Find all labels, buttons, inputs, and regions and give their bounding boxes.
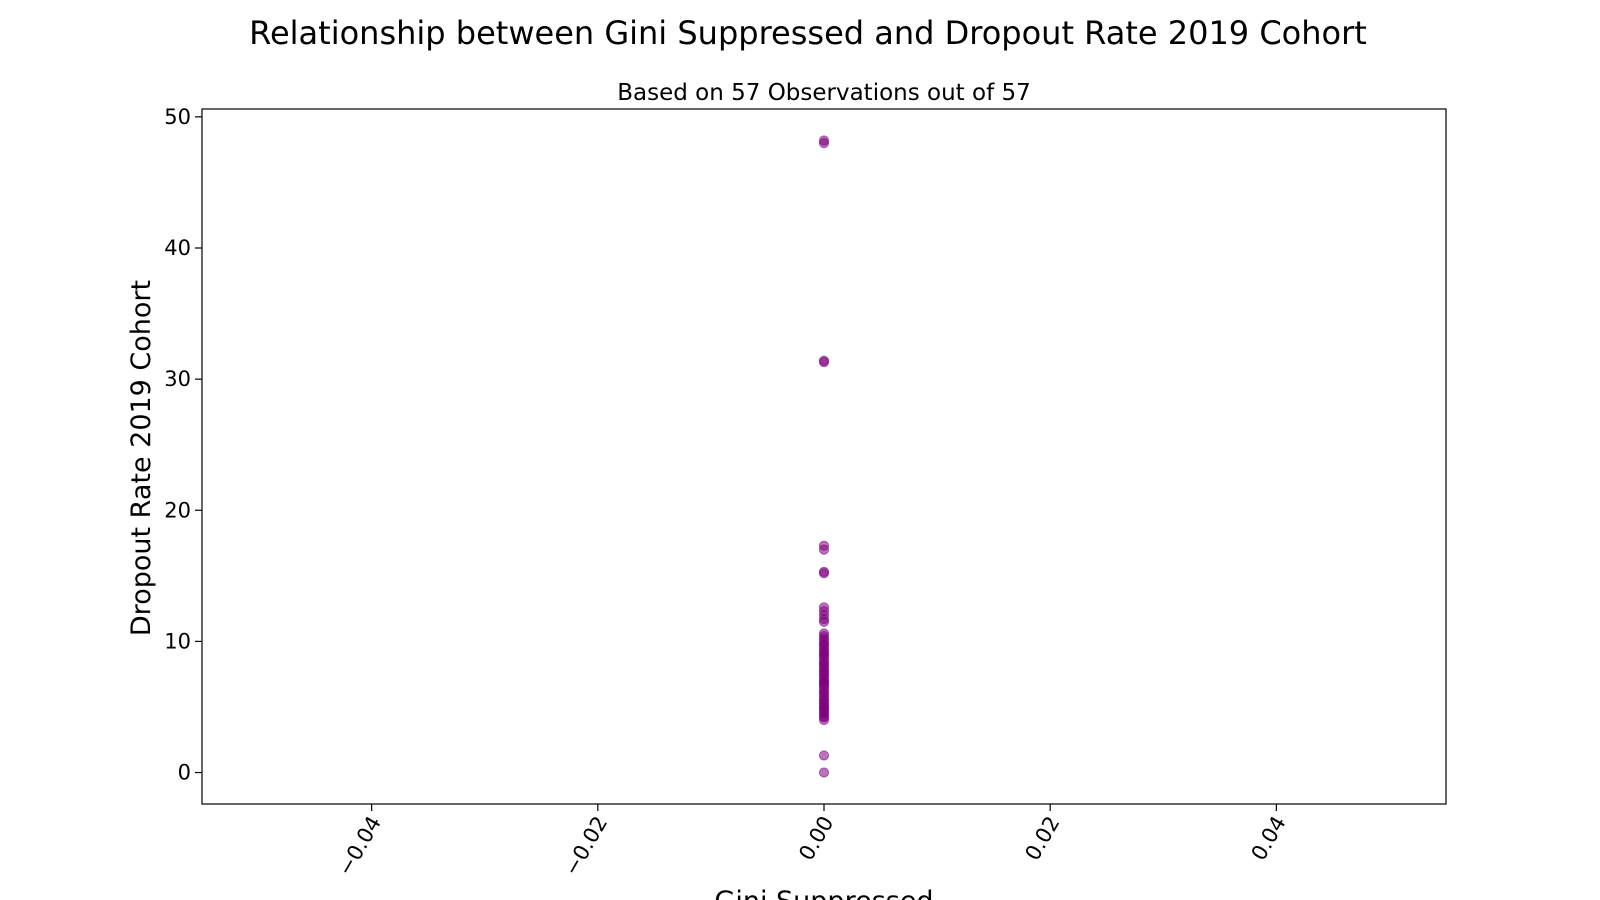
y-axis: 0 10 20 30 40 50	[164, 105, 202, 785]
y-axis-label: Dropout Rate 2019 Cohort	[126, 280, 157, 636]
y-tick-label: 10	[164, 629, 191, 653]
chart-title: Relationship between Gini Suppressed and…	[249, 14, 1367, 52]
x-axis: −0.04 −0.02 0.00 0.02 0.04	[333, 804, 1291, 880]
y-tick-label: 30	[164, 367, 191, 391]
x-tick-label: −0.04	[333, 812, 386, 880]
scatter-point	[818, 137, 830, 149]
scatter-point	[818, 767, 830, 778]
scatter-point	[818, 750, 830, 761]
x-tick-label: 0.00	[794, 812, 838, 865]
y-tick-label: 50	[164, 105, 191, 129]
y-tick-label: 40	[164, 236, 191, 260]
x-tick-label: −0.02	[559, 812, 612, 880]
scatter-point	[818, 616, 830, 627]
scatter-point	[818, 714, 830, 726]
chart-subtitle: Based on 57 Observations out of 57	[617, 80, 1031, 106]
x-axis-label: Gini Suppressed	[714, 886, 933, 900]
scatter-point	[818, 568, 830, 579]
y-tick-label: 20	[164, 498, 191, 522]
scatter-point	[818, 356, 830, 368]
data-points	[818, 135, 830, 778]
scatter-point	[818, 544, 830, 555]
x-tick-label: 0.02	[1020, 812, 1064, 865]
y-tick-label: 0	[178, 761, 191, 785]
x-tick-label: 0.04	[1247, 812, 1291, 865]
